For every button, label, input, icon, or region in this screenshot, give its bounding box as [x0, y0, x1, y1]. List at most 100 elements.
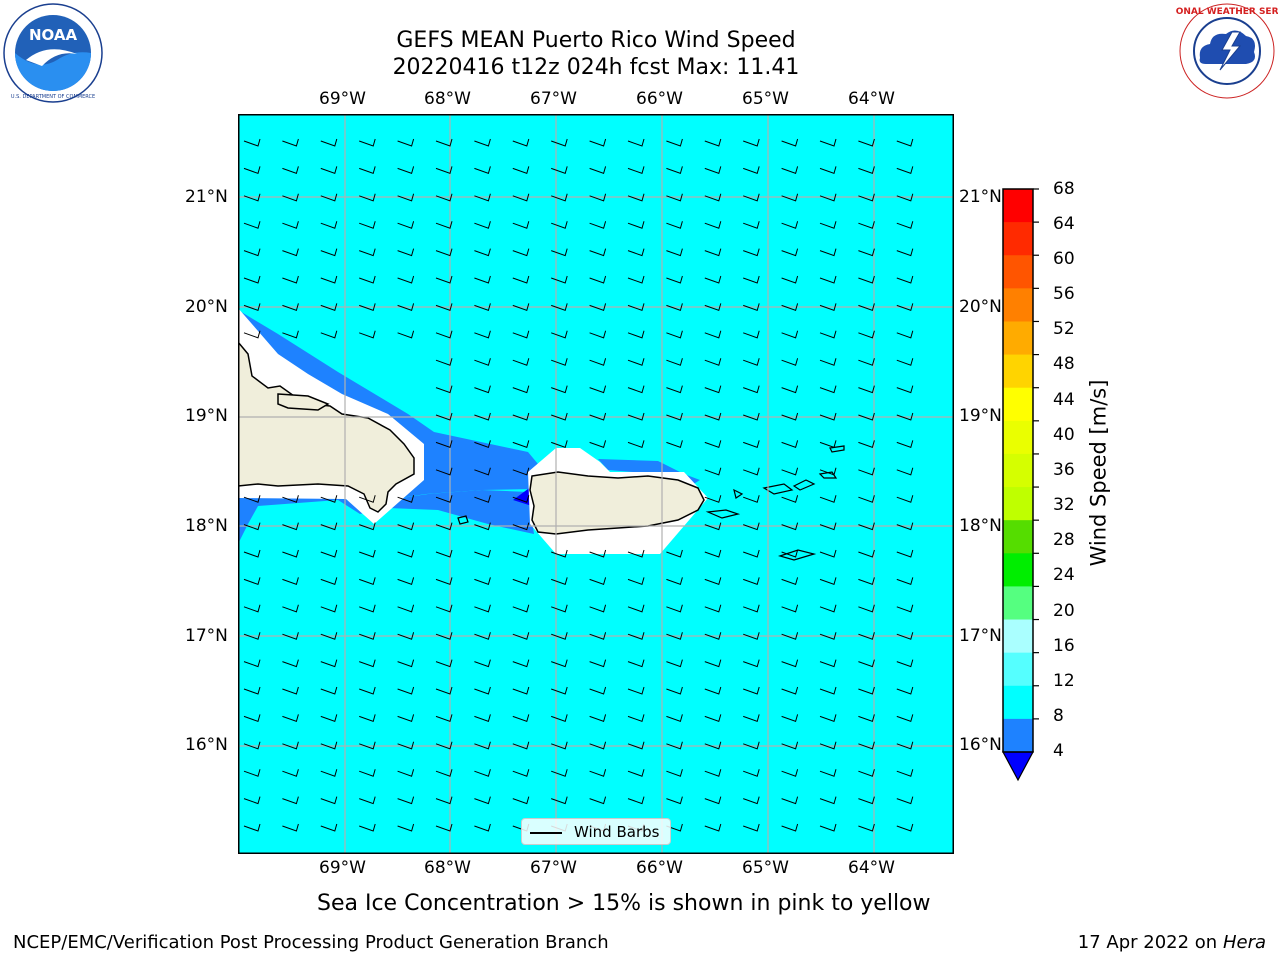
wind-barb — [243, 604, 261, 613]
wind-barb — [781, 522, 799, 531]
wind-barb — [397, 495, 415, 503]
wind-barb — [858, 358, 875, 366]
wind-barb — [551, 275, 568, 284]
wind-barb — [666, 275, 683, 284]
wind-barb — [512, 166, 530, 175]
wind-barb — [858, 659, 875, 668]
nws-logo: NATIONAL WEATHER SERVICE — [1152, 2, 1280, 100]
wind-barb — [627, 440, 645, 449]
wind-barb — [474, 549, 491, 558]
wind-barb — [512, 632, 530, 640]
wind-barb — [743, 358, 760, 366]
wind-barb — [282, 138, 299, 147]
wind-barb — [858, 632, 875, 640]
wind-barb — [320, 686, 338, 695]
wind-barb — [320, 632, 338, 640]
wind-barb — [743, 303, 760, 312]
wind-barb — [474, 577, 491, 586]
wind-barb — [435, 549, 453, 558]
wind-barb — [359, 549, 376, 558]
wind-barb — [397, 138, 415, 147]
wind-barb — [627, 303, 645, 312]
wind-barb — [435, 769, 453, 777]
wind-barb — [819, 632, 837, 640]
wind-barb — [704, 522, 722, 531]
wind-barb — [512, 741, 530, 750]
wind-barb — [704, 193, 722, 202]
colorbar-extend-arrow — [1001, 751, 1035, 782]
wind-barb — [512, 385, 530, 394]
wind-barb — [359, 577, 376, 586]
land-culebra — [733, 488, 744, 499]
wind-barb — [858, 522, 875, 531]
wind-barb — [743, 632, 760, 640]
wind-barb — [243, 577, 261, 586]
wind-barb — [781, 412, 799, 421]
footer-date: 17 Apr 2022 on Hera — [1078, 932, 1266, 953]
wind-barb — [896, 303, 914, 312]
wind-barb — [781, 467, 799, 476]
wind-barb — [512, 467, 530, 476]
wind-barb — [243, 221, 261, 229]
wind-barb — [282, 632, 299, 640]
wind-barb — [435, 604, 453, 613]
land-anegada — [829, 445, 845, 453]
wind-barb — [551, 440, 568, 449]
wind-barb — [896, 248, 914, 257]
wind-barb — [435, 686, 453, 695]
wind-barb — [819, 303, 837, 312]
wind-barb — [858, 412, 875, 421]
colorbar-segment — [1003, 487, 1033, 521]
wind-barb — [551, 358, 568, 366]
wind-barb-legend-line — [530, 832, 562, 834]
lon-tick-top: 68°W — [424, 89, 471, 109]
wind-barb — [819, 549, 837, 558]
wind-barb — [551, 193, 568, 202]
wind-barb — [359, 741, 376, 750]
wind-barb — [896, 467, 914, 476]
wind-barb — [435, 577, 453, 586]
wind-barb — [666, 248, 683, 257]
wind-barb — [474, 686, 491, 695]
wind-barb — [819, 275, 837, 284]
lat-tick-right: 21°N — [959, 187, 1002, 207]
land-hispaniola — [237, 339, 415, 513]
wind-barb — [819, 741, 837, 750]
wind-barb — [858, 385, 875, 394]
lat-tick-right: 20°N — [959, 297, 1002, 317]
wind-barb — [743, 549, 760, 558]
wind-barb — [858, 714, 875, 723]
wind-barb — [282, 769, 299, 777]
land-mona — [457, 515, 469, 525]
wind-barb — [512, 714, 530, 723]
wind-barb — [704, 166, 722, 175]
wind-barb — [896, 577, 914, 586]
wind-barb — [743, 467, 760, 476]
colorbar-tick: 8 — [1053, 706, 1064, 726]
wind-barb — [819, 248, 837, 257]
wind-barb — [704, 303, 722, 312]
weak-wind-band-south — [238, 490, 534, 544]
wind-barb — [666, 632, 683, 640]
wind-barb — [781, 632, 799, 640]
wind-barb — [551, 741, 568, 750]
wind-barb — [359, 796, 376, 805]
wind-barb — [666, 549, 683, 558]
wind-barb — [512, 330, 530, 339]
wind-barb — [743, 440, 760, 449]
wind-barb — [243, 796, 261, 805]
wind-barb — [435, 248, 453, 257]
wind-barb — [627, 549, 645, 558]
wind-barb — [704, 138, 722, 147]
wind-barb — [627, 275, 645, 284]
wind-barb — [243, 166, 261, 175]
wind-barb — [282, 714, 299, 723]
wind-barb — [781, 823, 799, 832]
wind-barb — [474, 604, 491, 613]
wind-barb — [474, 823, 491, 832]
wind-barb — [858, 221, 875, 229]
map-legend: Wind Barbs — [521, 818, 671, 845]
colorbar-tick: 44 — [1053, 390, 1075, 410]
wind-barb — [435, 166, 453, 175]
wind-barb — [589, 741, 607, 750]
